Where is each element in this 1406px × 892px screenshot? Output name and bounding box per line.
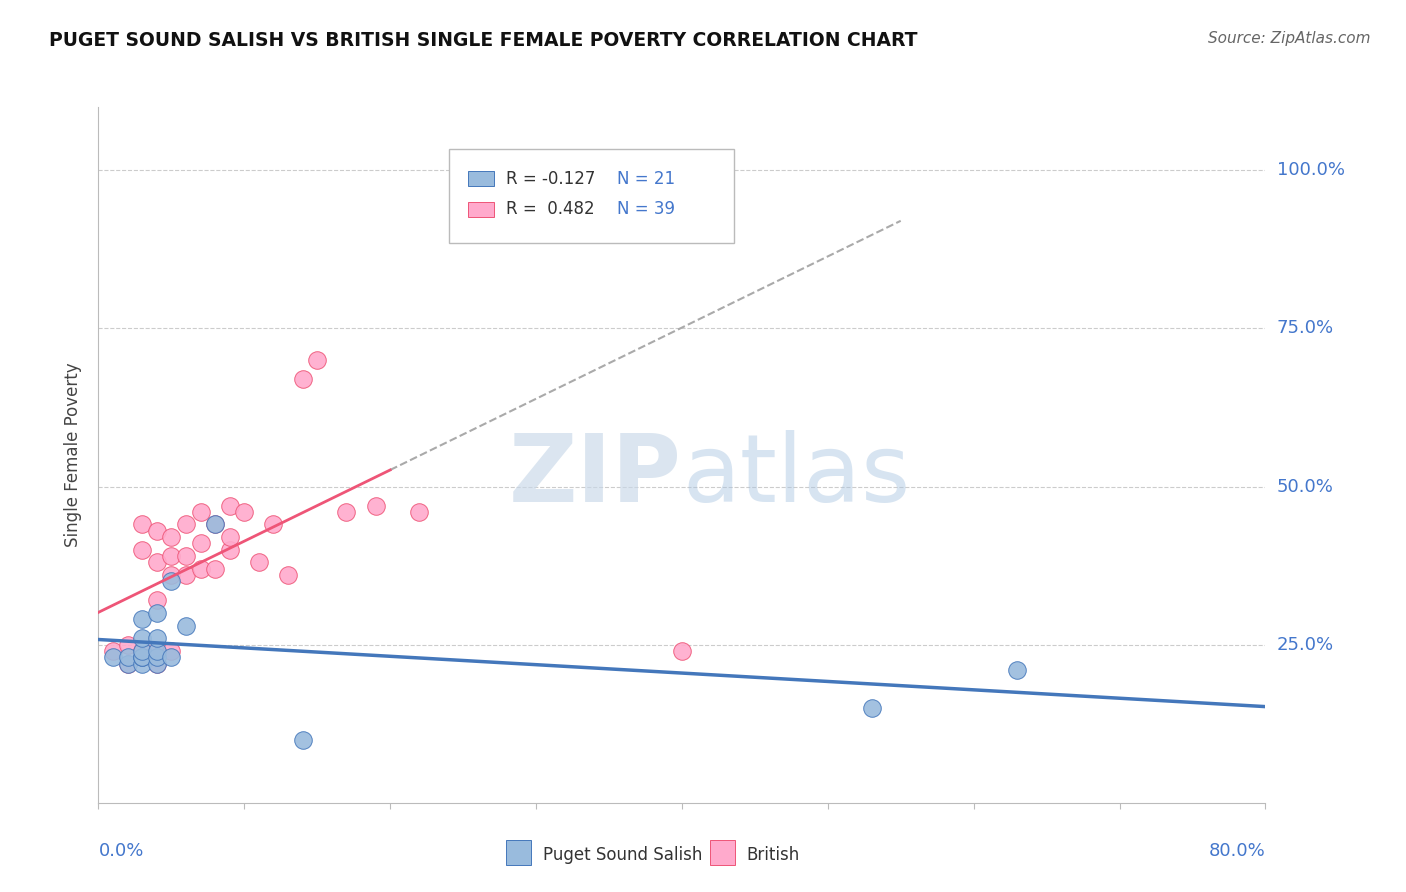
Y-axis label: Single Female Poverty: Single Female Poverty <box>65 363 83 547</box>
Point <box>160 549 183 563</box>
Text: N = 21: N = 21 <box>617 169 675 187</box>
Text: R =  0.482: R = 0.482 <box>506 201 595 219</box>
Point <box>160 650 183 665</box>
Point <box>218 499 240 513</box>
Point <box>146 593 169 607</box>
Point <box>117 638 139 652</box>
Point <box>190 536 212 550</box>
Text: 75.0%: 75.0% <box>1277 319 1334 337</box>
Text: N = 39: N = 39 <box>617 201 675 219</box>
Point <box>146 644 169 658</box>
Point <box>291 732 314 747</box>
Point <box>146 657 169 671</box>
Point <box>117 650 139 665</box>
Point <box>291 372 314 386</box>
Point <box>204 517 226 532</box>
Bar <box>468 171 494 186</box>
Point <box>146 556 169 570</box>
FancyBboxPatch shape <box>449 149 734 243</box>
Point <box>671 182 693 196</box>
Point <box>204 562 226 576</box>
Point <box>131 650 153 665</box>
Point <box>101 644 124 658</box>
Text: 80.0%: 80.0% <box>1209 842 1265 860</box>
Point <box>671 644 693 658</box>
Point <box>131 517 153 532</box>
Point <box>262 517 284 532</box>
Point <box>101 650 124 665</box>
Text: British: British <box>747 846 800 863</box>
Text: 25.0%: 25.0% <box>1277 636 1334 654</box>
Point <box>131 542 153 557</box>
Point <box>335 505 357 519</box>
Text: PUGET SOUND SALISH VS BRITISH SINGLE FEMALE POVERTY CORRELATION CHART: PUGET SOUND SALISH VS BRITISH SINGLE FEM… <box>49 31 918 50</box>
Text: 100.0%: 100.0% <box>1277 161 1344 179</box>
Point <box>131 657 153 671</box>
Point <box>160 644 183 658</box>
Text: atlas: atlas <box>682 430 910 522</box>
Point <box>160 530 183 544</box>
Text: R = -0.127: R = -0.127 <box>506 169 595 187</box>
Text: 0.0%: 0.0% <box>98 842 143 860</box>
Point <box>174 517 197 532</box>
Point <box>860 701 883 715</box>
Point <box>131 632 153 646</box>
Point <box>117 657 139 671</box>
Point <box>146 632 169 646</box>
Point <box>218 530 240 544</box>
Point <box>131 650 153 665</box>
Point <box>233 505 256 519</box>
Point <box>131 650 153 665</box>
Point <box>218 542 240 557</box>
Point <box>174 549 197 563</box>
Point <box>1007 663 1029 677</box>
Point <box>146 644 169 658</box>
Point <box>117 657 139 671</box>
Point <box>131 612 153 626</box>
Point <box>146 657 169 671</box>
Point <box>131 644 153 658</box>
Text: Puget Sound Salish: Puget Sound Salish <box>543 846 702 863</box>
Point <box>307 353 329 368</box>
Bar <box>468 202 494 217</box>
Text: Source: ZipAtlas.com: Source: ZipAtlas.com <box>1208 31 1371 46</box>
Point <box>174 618 197 632</box>
Point <box>131 644 153 658</box>
Point <box>204 517 226 532</box>
Text: 50.0%: 50.0% <box>1277 477 1333 496</box>
Text: ZIP: ZIP <box>509 430 682 522</box>
Point <box>364 499 387 513</box>
Point <box>146 650 169 665</box>
Point <box>160 574 183 589</box>
Point <box>190 562 212 576</box>
Point <box>612 194 634 209</box>
Point <box>174 568 197 582</box>
Point <box>146 606 169 620</box>
Point <box>408 505 430 519</box>
Point <box>160 568 183 582</box>
Point <box>277 568 299 582</box>
Point <box>146 524 169 538</box>
Point <box>190 505 212 519</box>
Point <box>247 556 270 570</box>
